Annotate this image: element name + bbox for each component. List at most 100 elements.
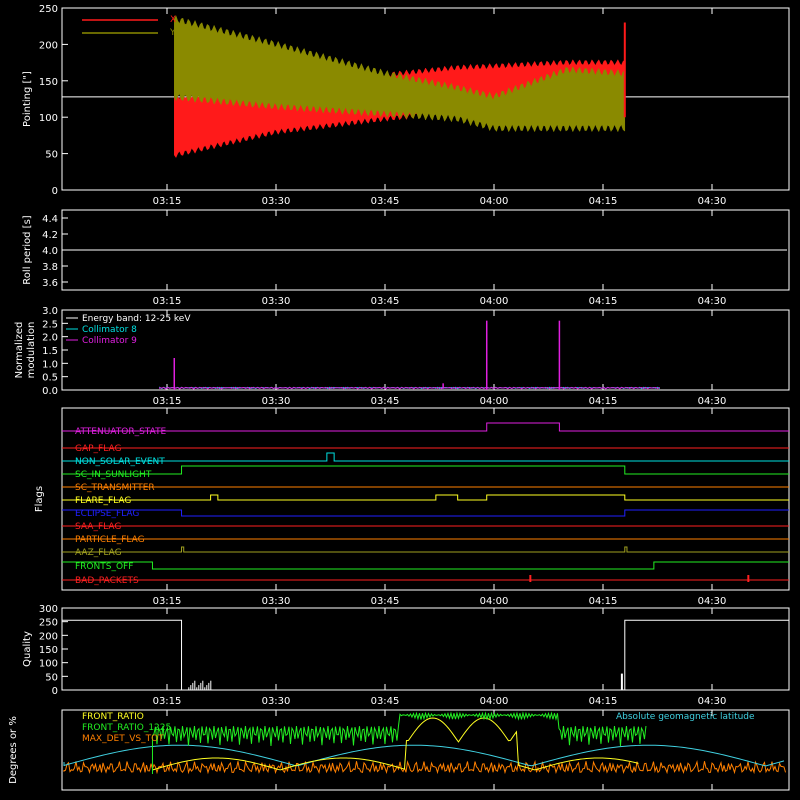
modulation-xtick-label: 03:45 bbox=[371, 396, 400, 407]
pointing-xtick-label: 04:15 bbox=[589, 196, 618, 207]
quality-ytick-label: 200 bbox=[39, 631, 58, 642]
flag-line bbox=[62, 561, 789, 570]
flag-line bbox=[62, 494, 789, 501]
flag-line bbox=[62, 452, 789, 462]
modulation-ytick-label: 2.5 bbox=[42, 319, 58, 330]
pointing-xtick-label: 04:00 bbox=[480, 196, 509, 207]
roll-ytick-label: 4.0 bbox=[42, 246, 58, 257]
roll-ytick-label: 4.4 bbox=[42, 214, 58, 225]
roll-ytick-label: 3.6 bbox=[42, 278, 58, 289]
ratios-series-front bbox=[152, 717, 639, 771]
modulation-ylabel-2: modulation bbox=[26, 322, 37, 379]
modulation-ytick-label: 0.0 bbox=[42, 386, 58, 397]
roll-xtick-label: 03:30 bbox=[262, 296, 291, 307]
flag-label: SC_TRANSMITTER bbox=[75, 483, 155, 493]
flags-xtick-label: 04:00 bbox=[480, 596, 509, 607]
ratios-series-maxdet bbox=[63, 759, 786, 775]
flag-label: FRONTS_OFF bbox=[75, 562, 133, 572]
pointing-ytick-label: 50 bbox=[45, 150, 58, 161]
flag-line bbox=[62, 509, 789, 517]
ratios-ylabel: Degrees or % bbox=[8, 716, 19, 784]
flag-label: ECLIPSE_FLAG bbox=[75, 509, 139, 519]
modulation-xtick-label: 03:30 bbox=[262, 396, 291, 407]
pointing-xtick-label: 04:30 bbox=[698, 196, 727, 207]
flag-label: SAA_FLAG bbox=[75, 522, 121, 532]
flags-xtick-label: 03:30 bbox=[262, 596, 291, 607]
roll-ylabel: Roll period [s] bbox=[22, 215, 33, 284]
quality-ytick-label: 100 bbox=[39, 659, 58, 670]
quality-xtick-label: 03:15 bbox=[153, 696, 182, 707]
modulation-xtick-label: 04:30 bbox=[698, 396, 727, 407]
quality-ytick-label: 250 bbox=[39, 618, 58, 629]
flag-label: SC_IN_SUNLIGHT bbox=[75, 470, 152, 480]
pointing-legend-x: X bbox=[170, 15, 176, 25]
roll-xtick-label: 04:30 bbox=[698, 296, 727, 307]
flags-ylabel: Flags bbox=[34, 486, 45, 512]
ratios-legend-0: FRONT_RATIO bbox=[82, 712, 144, 722]
pointing-ytick-label: 200 bbox=[39, 40, 58, 51]
pointing-y-band bbox=[174, 15, 626, 133]
quality-xtick-label: 04:00 bbox=[480, 696, 509, 707]
modulation-ytick-label: 1.0 bbox=[42, 359, 58, 370]
quality-ytick-label: 0 bbox=[52, 686, 58, 697]
roll-xtick-label: 03:45 bbox=[371, 296, 400, 307]
modulation-ytick-label: 1.5 bbox=[42, 346, 58, 357]
quality-series-after bbox=[624, 619, 789, 690]
quality-xtick-label: 03:30 bbox=[262, 696, 291, 707]
flag-label: ATTENUATOR_STATE bbox=[75, 427, 167, 437]
modulation-ylabel-1: Normalized bbox=[14, 322, 25, 379]
quality-ytick-label: 300 bbox=[39, 604, 58, 615]
flag-label: NON_SOLAR_EVENT bbox=[75, 457, 165, 467]
flag-line bbox=[62, 422, 789, 432]
flags-xtick-label: 04:30 bbox=[698, 596, 727, 607]
modulation-ytick-label: 3.0 bbox=[42, 306, 58, 317]
quality-series-before bbox=[62, 619, 183, 690]
flag-line bbox=[62, 546, 789, 553]
pointing-ytick-label: 100 bbox=[39, 113, 58, 124]
pointing-ytick-label: 0 bbox=[52, 186, 58, 197]
flags-xtick-label: 03:15 bbox=[153, 596, 182, 607]
ratios-series-front1225 bbox=[151, 711, 647, 774]
roll-xtick-label: 04:15 bbox=[589, 296, 618, 307]
quality-ylabel: Quality bbox=[22, 631, 33, 667]
pointing-legend-y: Y bbox=[169, 28, 176, 38]
pointing-xtick-label: 03:45 bbox=[371, 196, 400, 207]
modulation-xtick-label: 04:00 bbox=[480, 396, 509, 407]
quality-xtick-label: 03:45 bbox=[371, 696, 400, 707]
modulation-legend-2: Collimator 9 bbox=[82, 336, 137, 346]
modulation-legend-0: Energy band: 12-25 keV bbox=[82, 314, 191, 324]
modulation-xtick-label: 04:15 bbox=[589, 396, 618, 407]
flag-label: BAD_PACKETS bbox=[75, 576, 139, 586]
roll-ytick-label: 4.2 bbox=[42, 230, 58, 241]
modulation-xtick-label: 03:15 bbox=[153, 396, 182, 407]
pointing-xtick-label: 03:15 bbox=[153, 196, 182, 207]
flag-label: AAZ_FLAG bbox=[75, 548, 122, 558]
roll-ytick-label: 3.8 bbox=[42, 262, 58, 273]
ratios-legend-latitude: Absolute geomagnetic latitude bbox=[616, 712, 755, 722]
quality-xtick-label: 04:15 bbox=[589, 696, 618, 707]
pointing-ytick-label: 150 bbox=[39, 77, 58, 88]
roll-xtick-label: 03:15 bbox=[153, 296, 182, 307]
quality-ytick-label: 150 bbox=[39, 645, 58, 656]
flags-xtick-label: 04:15 bbox=[589, 596, 618, 607]
pointing-frame bbox=[61, 7, 790, 191]
ratios-frame bbox=[61, 709, 790, 791]
pointing-ylabel: Pointing ["] bbox=[22, 71, 33, 127]
quality-xtick-label: 04:30 bbox=[698, 696, 727, 707]
ratios-series-latitude bbox=[63, 744, 785, 767]
roll-xtick-label: 04:00 bbox=[480, 296, 509, 307]
modulation-series-9 bbox=[159, 386, 660, 390]
flag-label: FLARE_FLAG bbox=[75, 496, 131, 506]
flags-xtick-label: 03:45 bbox=[371, 596, 400, 607]
flag-label: GAP_FLAG bbox=[75, 444, 121, 454]
modulation-legend-1: Collimator 8 bbox=[82, 325, 137, 335]
quality-ytick-label: 50 bbox=[45, 672, 58, 683]
modulation-ytick-label: 2.0 bbox=[42, 333, 58, 344]
flag-label: PARTICLE_FLAG bbox=[75, 535, 145, 545]
ratios-legend-1: FRONT_RATIO_1225 bbox=[82, 723, 171, 733]
flags-frame bbox=[61, 407, 790, 591]
pointing-ytick-label: 250 bbox=[39, 4, 58, 15]
flag-line bbox=[62, 465, 789, 475]
ratios-legend-2: MAX_DET_VS_TOT bbox=[82, 734, 164, 744]
